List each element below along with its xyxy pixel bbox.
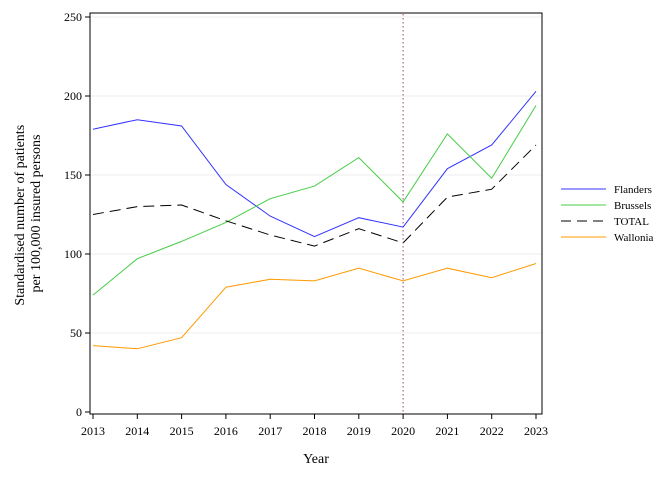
gridlines: [90, 16, 542, 334]
legend-label-wallonia: Wallonia: [614, 232, 654, 244]
y-tick-label: 0: [76, 405, 82, 419]
x-tick-label: 2023: [524, 424, 548, 438]
y-axis: 0 50 100 150 200 250: [64, 10, 90, 419]
x-tick-label: 2015: [170, 424, 194, 438]
y-tick-label: 100: [64, 247, 82, 261]
x-tick-label: 2017: [258, 424, 282, 438]
y-axis-title-line-1: Standardised number of patients: [13, 125, 28, 306]
x-tick-label: 2020: [391, 424, 415, 438]
y-tick-label: 50: [70, 326, 82, 340]
y-tick-label: 250: [64, 10, 82, 24]
series-line-wallonia: [92, 263, 537, 350]
series-layer: [92, 90, 537, 350]
legend-label-total: TOTAL: [614, 216, 649, 228]
y-tick-label: 150: [64, 168, 82, 182]
x-axis: 2013 2014 2015 2016 2017 2018 2019 2020 2021 2022…: [81, 414, 548, 438]
x-axis-title: Year: [303, 452, 329, 467]
plot-frame: [89, 12, 543, 415]
x-tick-label: 2018: [303, 424, 327, 438]
legend: Flanders Brussels TOTAL Wallonia: [561, 184, 654, 244]
legend-label-flanders: Flanders: [614, 184, 652, 196]
x-tick-label: 2013: [81, 424, 105, 438]
series-line-brussels: [92, 105, 537, 296]
x-tick-label: 2016: [214, 424, 238, 438]
y-tick-label: 200: [64, 89, 82, 103]
x-tick-label: 2019: [347, 424, 371, 438]
x-tick-label: 2014: [125, 424, 149, 438]
x-tick-label: 2021: [435, 424, 459, 438]
legend-label-brussels: Brussels: [614, 200, 651, 212]
series-line-total: [92, 144, 537, 247]
x-tick-label: 2022: [480, 424, 504, 438]
y-axis-title-line-2: per 100,000 insured persons: [29, 135, 44, 293]
series-line-flanders: [92, 90, 537, 238]
y-axis-title: Standardised number of patients per 100,…: [13, 121, 44, 305]
